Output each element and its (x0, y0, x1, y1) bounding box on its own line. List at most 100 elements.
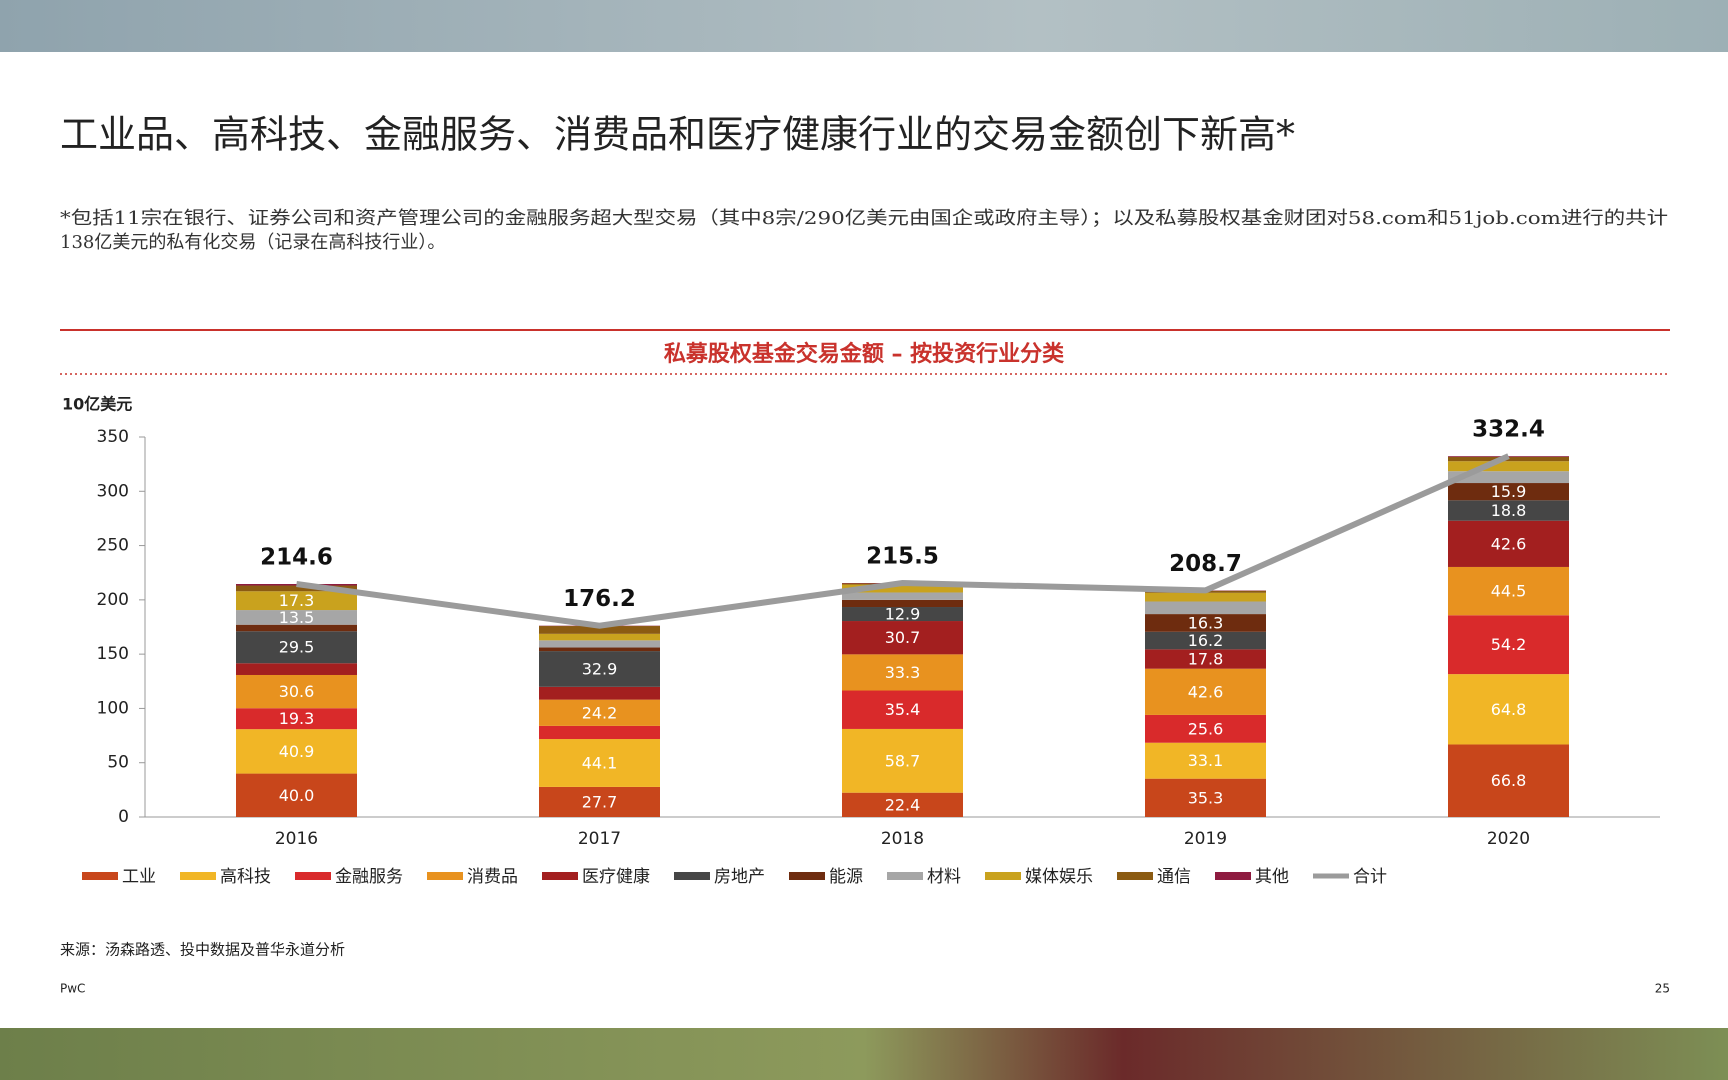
bar-segment (842, 792, 963, 817)
legend-swatch (1117, 872, 1153, 880)
bar-segment (539, 640, 660, 648)
total-label: 215.5 (866, 544, 939, 570)
bar-segment (1145, 742, 1266, 779)
bar-segment (539, 725, 660, 740)
data-label: 17.3 (279, 591, 315, 610)
bar-segment (539, 686, 660, 700)
bar-segment (236, 708, 357, 730)
bar-segment (236, 663, 357, 675)
bar-segment (539, 651, 660, 687)
bar-segment (539, 739, 660, 787)
data-label: 32.9 (582, 659, 618, 678)
data-label: 13.5 (279, 608, 315, 627)
y-tick-label: 200 (97, 590, 129, 610)
total-label: 208.7 (1169, 551, 1242, 577)
bar-segment (1448, 520, 1569, 567)
data-label: 42.6 (1491, 534, 1527, 553)
legend-swatch (789, 872, 825, 880)
bar-segment (236, 773, 357, 817)
bar-segment (842, 584, 963, 593)
data-label: 17.8 (1188, 650, 1224, 669)
total-label: 332.4 (1472, 417, 1545, 443)
legend-swatch (985, 872, 1021, 880)
brand: PwC (60, 982, 85, 996)
legend-label: 材料 (927, 867, 961, 887)
bar-segment (1145, 631, 1266, 650)
y-axis-label: 10亿美元 (62, 395, 132, 414)
legend-swatch (427, 872, 463, 880)
data-label: 24.2 (582, 703, 618, 722)
bar-segment (1448, 483, 1569, 501)
legend-label: 合计 (1353, 867, 1387, 887)
bar-segment (1145, 614, 1266, 632)
bar-segment (1448, 744, 1569, 817)
legend-swatch (674, 872, 710, 880)
bar-segment (842, 621, 963, 655)
bar-segment (1448, 471, 1569, 484)
bar-segment (842, 654, 963, 691)
legend-label: 其他 (1255, 867, 1289, 887)
y-tick-label: 350 (97, 427, 129, 447)
slide-title: 工业品、高科技、金融服务、消费品和医疗健康行业的交易金额创下新高* (60, 113, 1295, 157)
data-label: 25.6 (1188, 719, 1224, 738)
data-label: 27.7 (582, 792, 618, 811)
bar-segment (1448, 615, 1569, 675)
background-photo (0, 0, 1728, 52)
data-label: 54.2 (1491, 635, 1527, 654)
source: 来源：汤森路透、投中数据及普华永道分析 (60, 941, 345, 959)
x-tick-label: 2018 (881, 829, 924, 849)
data-label: 35.3 (1188, 788, 1224, 807)
page-number: 25 (1655, 982, 1670, 996)
chart-title: 私募股权基金交易金额 – 按投资行业分类 (664, 341, 1065, 367)
bar-segment (1448, 461, 1569, 472)
total-label: 176.2 (563, 586, 636, 612)
legend-label: 消费品 (467, 867, 518, 887)
data-label: 35.4 (885, 700, 921, 719)
note: 138亿美元的私有化交易（记录在高科技行业）。 (60, 232, 445, 253)
bar-segment (539, 786, 660, 817)
y-tick-label: 250 (97, 536, 129, 556)
y-tick-label: 50 (107, 753, 129, 773)
data-label: 12.9 (885, 605, 921, 624)
bar-segment (236, 591, 357, 611)
data-label: 40.0 (279, 786, 315, 805)
data-label: 33.3 (885, 663, 921, 682)
bar-segment (539, 699, 660, 726)
legend-label: 通信 (1157, 867, 1191, 887)
legend-swatch (1215, 872, 1251, 880)
bar-segment (1145, 778, 1266, 817)
data-label: 44.5 (1491, 582, 1527, 601)
legend-swatch (295, 872, 331, 880)
bar-segment (236, 674, 357, 709)
y-tick-label: 100 (97, 698, 129, 718)
data-label: 33.1 (1188, 751, 1224, 770)
x-tick-label: 2020 (1487, 829, 1530, 849)
data-label: 16.2 (1188, 631, 1224, 650)
bar-segment (539, 633, 660, 641)
legend-swatch (887, 872, 923, 880)
data-label: 29.5 (279, 638, 315, 657)
legend-label: 金融服务 (335, 867, 403, 887)
bar-segment (1448, 674, 1569, 745)
y-tick-label: 300 (97, 481, 129, 501)
y-tick-label: 0 (118, 807, 129, 827)
bar-segment (1145, 714, 1266, 743)
legend-label: 高科技 (220, 867, 271, 887)
note: *包括11宗在银行、证券公司和资产管理公司的金融服务超大型交易（其中8宗/290… (60, 208, 1668, 229)
legend-label: 能源 (829, 867, 863, 887)
data-label: 42.6 (1188, 682, 1224, 701)
bar-segment (842, 728, 963, 793)
bar-segment (236, 585, 357, 592)
bar-segment (1145, 668, 1266, 715)
bar-segment (842, 592, 963, 600)
data-label: 18.8 (1491, 501, 1527, 520)
legend-label: 医疗健康 (582, 867, 650, 887)
data-label: 44.1 (582, 753, 618, 772)
total-label: 214.6 (260, 545, 333, 571)
bar-segment (1448, 566, 1569, 616)
x-tick-label: 2016 (275, 829, 318, 849)
total-line (296, 453, 1510, 629)
bar-segment (539, 647, 660, 652)
bar-segment (842, 607, 963, 622)
